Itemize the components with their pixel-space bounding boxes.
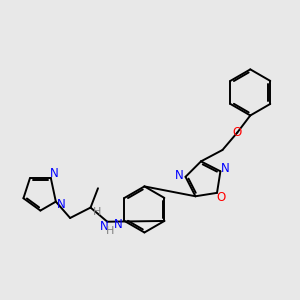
Text: N: N: [50, 167, 59, 180]
Text: N: N: [114, 218, 123, 231]
Text: N: N: [57, 198, 65, 211]
Text: H: H: [106, 226, 114, 236]
Text: O: O: [217, 190, 226, 204]
Text: N: N: [100, 220, 109, 233]
Text: N: N: [175, 169, 184, 182]
Text: N: N: [221, 162, 230, 175]
Text: H: H: [93, 207, 101, 217]
Text: O: O: [233, 126, 242, 139]
